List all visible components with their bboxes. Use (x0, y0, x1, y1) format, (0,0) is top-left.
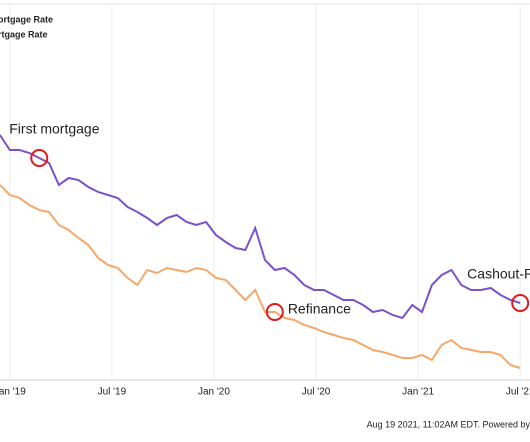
annotation: Cashout-R (467, 266, 530, 282)
legend-label: ortgage Rate (0, 14, 53, 24)
legend-label: rtgage Rate (0, 29, 48, 39)
annotation: First mortgage (9, 121, 99, 137)
x-tick-label: Jan '20 (198, 387, 230, 398)
annotation-circle (511, 294, 530, 312)
annotation: Refinance (288, 301, 351, 317)
footer: Aug 19 2021, 11:02AM EDT. Powered by (367, 419, 530, 429)
line-series (0, 184, 521, 369)
x-tick-label: Jul '19 (98, 387, 127, 398)
annotation-circle (265, 303, 284, 321)
annotation-circle (30, 149, 49, 167)
x-tick-label: Jul '21 (506, 387, 530, 398)
x-tick-label: Jan '19 (0, 387, 26, 398)
x-tick-label: Jan '21 (402, 387, 434, 398)
x-tick-label: Jul '20 (302, 387, 331, 398)
line-series (0, 134, 521, 320)
